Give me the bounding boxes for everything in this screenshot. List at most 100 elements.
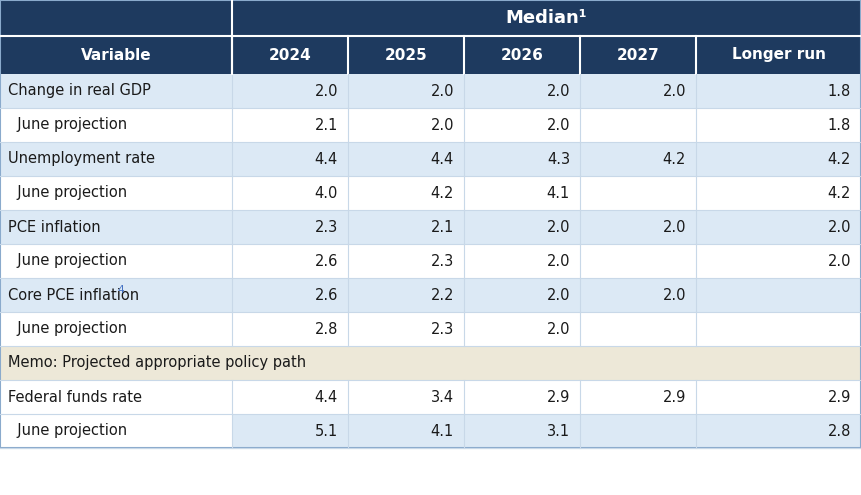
Bar (464, 210, 580, 244)
Bar (232, 0, 861, 36)
Bar (0, 0, 232, 36)
Bar (348, 36, 464, 74)
Bar (0, 210, 232, 244)
Bar (580, 346, 696, 380)
Text: Median¹: Median¹ (505, 9, 587, 27)
Text: 2027: 2027 (616, 48, 660, 62)
Text: 2.6: 2.6 (314, 288, 338, 302)
Bar (464, 312, 580, 346)
Text: June projection: June projection (8, 186, 127, 200)
Bar (580, 176, 696, 210)
Bar (232, 244, 348, 278)
Text: 4.2: 4.2 (430, 186, 454, 200)
Bar (0, 278, 232, 312)
Bar (348, 108, 464, 142)
Text: 4.4: 4.4 (315, 151, 338, 166)
Text: PCE inflation: PCE inflation (8, 219, 101, 235)
Bar (232, 108, 348, 142)
Text: 2.2: 2.2 (430, 288, 454, 302)
Text: Longer run: Longer run (732, 48, 826, 62)
Bar (580, 210, 696, 244)
Bar (0, 176, 232, 210)
Bar (580, 142, 696, 176)
Text: 2.1: 2.1 (430, 219, 454, 235)
Bar (464, 36, 580, 74)
Bar (464, 142, 580, 176)
Text: 2.0: 2.0 (662, 219, 686, 235)
Text: 2024: 2024 (269, 48, 312, 62)
Bar (232, 346, 348, 380)
Bar (232, 278, 348, 312)
Text: Memo: Projected appropriate policy path: Memo: Projected appropriate policy path (8, 355, 307, 370)
Bar (696, 176, 861, 210)
Text: 4.4: 4.4 (315, 390, 338, 404)
Text: 2.0: 2.0 (547, 321, 570, 337)
Bar (232, 380, 348, 414)
Text: 2.9: 2.9 (547, 390, 570, 404)
Bar (464, 380, 580, 414)
Bar (696, 210, 861, 244)
Text: 2.1: 2.1 (314, 117, 338, 133)
Bar (580, 380, 696, 414)
Bar (696, 278, 861, 312)
Bar (348, 142, 464, 176)
Bar (0, 36, 232, 74)
Text: 2.3: 2.3 (430, 253, 454, 268)
Text: 2.0: 2.0 (314, 84, 338, 99)
Bar (696, 36, 861, 74)
Text: 2.8: 2.8 (314, 321, 338, 337)
Text: 2.0: 2.0 (547, 117, 570, 133)
Text: June projection: June projection (8, 424, 127, 439)
Bar (696, 74, 861, 108)
Bar (464, 108, 580, 142)
Bar (696, 380, 861, 414)
Text: 5.1: 5.1 (315, 424, 338, 439)
Bar (696, 244, 861, 278)
Text: 2.9: 2.9 (663, 390, 686, 404)
Bar (464, 244, 580, 278)
Text: 2025: 2025 (385, 48, 427, 62)
Bar (348, 210, 464, 244)
Bar (696, 108, 861, 142)
Bar (0, 346, 232, 380)
Bar (0, 244, 232, 278)
Bar (348, 176, 464, 210)
Bar (580, 244, 696, 278)
Text: 1.8: 1.8 (827, 117, 851, 133)
Bar (348, 244, 464, 278)
Text: June projection: June projection (8, 321, 127, 337)
Bar (464, 278, 580, 312)
Text: Unemployment rate: Unemployment rate (8, 151, 155, 166)
Bar (696, 346, 861, 380)
Text: 2.0: 2.0 (662, 84, 686, 99)
Text: 2.8: 2.8 (827, 424, 851, 439)
Text: 2.6: 2.6 (314, 253, 338, 268)
Text: 4.0: 4.0 (314, 186, 338, 200)
Bar (232, 414, 348, 448)
Text: 3.4: 3.4 (430, 390, 454, 404)
Text: 2.0: 2.0 (430, 117, 454, 133)
Bar (232, 210, 348, 244)
Text: 3.1: 3.1 (547, 424, 570, 439)
Bar (580, 312, 696, 346)
Bar (580, 414, 696, 448)
Text: 4.1: 4.1 (430, 424, 454, 439)
Bar (580, 278, 696, 312)
Text: 2.0: 2.0 (547, 253, 570, 268)
Text: 2.0: 2.0 (662, 288, 686, 302)
Bar (348, 278, 464, 312)
Bar (0, 142, 232, 176)
Bar (232, 312, 348, 346)
Text: 2.0: 2.0 (430, 84, 454, 99)
Text: June projection: June projection (8, 253, 127, 268)
Bar (348, 346, 464, 380)
Text: Federal funds rate: Federal funds rate (8, 390, 142, 404)
Text: 4.2: 4.2 (663, 151, 686, 166)
Text: June projection: June projection (8, 117, 127, 133)
Bar (464, 346, 580, 380)
Bar (580, 36, 696, 74)
Bar (0, 414, 232, 448)
Text: 2.0: 2.0 (547, 219, 570, 235)
Bar (580, 74, 696, 108)
Bar (696, 414, 861, 448)
